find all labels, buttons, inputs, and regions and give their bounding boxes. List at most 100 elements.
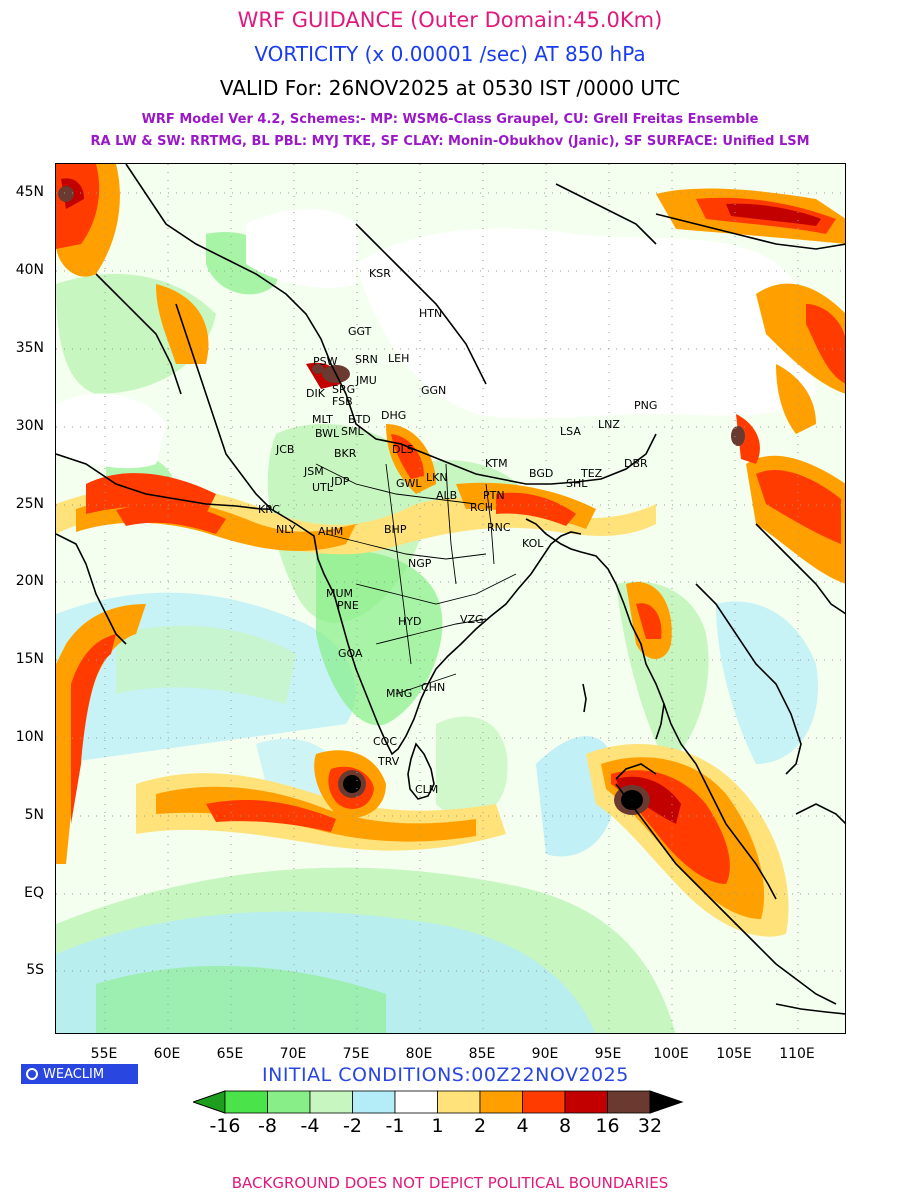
lon-label-65e: 65E — [216, 1046, 244, 1062]
positive-vorticity — [56, 164, 845, 937]
colorbar-box — [607, 1090, 651, 1114]
weaclim-logo: WEACLIM — [21, 1064, 138, 1084]
city-label: UTL — [312, 481, 334, 494]
city-label: RCH — [470, 501, 493, 514]
colorbar-tick-label: -8 — [258, 1115, 277, 1137]
city-label: HYD — [398, 615, 421, 628]
colorbar-box — [309, 1090, 353, 1114]
lat-label-30n: 30N — [15, 418, 44, 434]
colorbar-tick-label: 32 — [637, 1115, 663, 1137]
city-label: MNG — [386, 687, 412, 700]
lat-label-10n: 10N — [15, 729, 44, 745]
colorbar-box — [394, 1090, 438, 1114]
colorbar-tick-label: 16 — [595, 1115, 620, 1137]
colorbar-tick-label: 4 — [516, 1115, 529, 1137]
colorbar — [193, 1090, 684, 1114]
colorbar-tick-label: -2 — [343, 1115, 362, 1137]
city-label: SML — [341, 425, 364, 438]
model-info-line2: RA LW & SW: RRTMG, BL PBL: MYJ TKE, SF C… — [90, 134, 810, 149]
city-label: NLY — [276, 523, 296, 536]
colorbar-box — [479, 1090, 523, 1114]
lon-label-105e: 105E — [716, 1046, 752, 1062]
city-label: JDP — [330, 475, 350, 488]
vorticity-map[interactable]: KSR HTN GGT PSW SRN LEH DIK SRG JMU GGN … — [55, 163, 846, 1034]
valid-time: VALID For: 26NOV2025 at 0530 IST /0000 U… — [219, 76, 681, 100]
field-title: VORTICITY (x 0.00001 /sec) AT 850 hPa — [254, 42, 646, 66]
colorbar-tick-label: 2 — [473, 1115, 487, 1137]
city-label: SRN — [355, 353, 378, 366]
initial-conditions: INITIAL CONDITIONS:00Z22NOV2025 — [262, 1064, 629, 1086]
city-label: KTM — [485, 457, 508, 470]
city-label: HTN — [419, 307, 442, 320]
city-label: JSM — [303, 465, 324, 478]
lon-label-100e: 100E — [653, 1046, 689, 1062]
lat-label-20n: 20N — [15, 573, 44, 589]
city-label: COC — [373, 735, 397, 748]
lat-label-35n: 35N — [15, 340, 44, 356]
lon-label-70e: 70E — [279, 1046, 307, 1062]
lon-label-55e: 55E — [90, 1046, 118, 1062]
lon-label-60e: 60E — [153, 1046, 181, 1062]
city-label: DLS — [392, 443, 414, 456]
colorbar-tick-label: 8 — [558, 1115, 572, 1137]
lat-label-eq: EQ — [24, 885, 44, 901]
city-label: BKR — [334, 447, 357, 460]
lat-label-5s: 5S — [26, 962, 44, 978]
city-label: RNC — [487, 521, 511, 534]
city-label: KOL — [522, 537, 544, 550]
lon-label-110e: 110E — [779, 1046, 815, 1062]
city-label: JCB — [275, 443, 294, 456]
city-label: TRV — [377, 755, 400, 768]
city-label: GGN — [421, 384, 446, 397]
model-info-line1: WRF Model Ver 4.2, Schemes:- MP: WSM6-Cl… — [141, 112, 759, 127]
city-label: SHL — [566, 477, 588, 490]
city-label: CHN — [421, 681, 445, 694]
city-label: ALB — [436, 489, 457, 502]
city-label: GGT — [348, 325, 372, 338]
city-label: GOA — [338, 647, 363, 660]
city-label: LKN — [426, 471, 448, 484]
colorbar-box — [352, 1090, 396, 1114]
city-label: AHM — [318, 525, 343, 538]
colorbar-box — [267, 1090, 311, 1114]
city-label: CLM — [415, 783, 438, 796]
lat-label-40n: 40N — [15, 262, 44, 278]
colorbar-tick-label: -16 — [209, 1115, 241, 1137]
city-label: LSA — [560, 425, 581, 438]
city-label: DBR — [624, 457, 648, 470]
city-label: KRC — [258, 503, 280, 516]
city-label: TEZ — [580, 467, 603, 480]
city-label: PTN — [483, 489, 505, 502]
city-label: MUM — [326, 587, 353, 600]
colorbar-tick-label: 1 — [431, 1115, 444, 1137]
city-label: KSR — [369, 267, 391, 280]
city-labels: KSR HTN GGT PSW SRN LEH DIK SRG JMU GGN … — [258, 267, 657, 796]
colorbar-tick-label: -4 — [300, 1115, 320, 1137]
city-label: MLT — [312, 413, 333, 426]
colorbar-tick-label: -1 — [385, 1115, 405, 1137]
lat-label-45n: 45N — [15, 184, 44, 200]
lat-label-5n: 5N — [24, 807, 44, 823]
city-label: FSB — [332, 395, 353, 408]
lon-label-75e: 75E — [342, 1046, 370, 1062]
colorbar-box — [224, 1090, 268, 1114]
city-label: LEH — [388, 352, 409, 365]
city-label: DIK — [306, 387, 326, 400]
city-label: PNG — [634, 399, 657, 412]
city-label: GWL — [396, 477, 422, 490]
colorbar-box — [437, 1090, 481, 1114]
city-label: DHG — [381, 409, 406, 422]
city-label: JMU — [355, 374, 377, 387]
copyright-icon — [26, 1068, 38, 1080]
lon-label-80e: 80E — [405, 1046, 433, 1062]
lon-label-90e: 90E — [531, 1046, 559, 1062]
city-label: PNE — [337, 599, 359, 612]
footer-note: BACKGROUND DOES NOT DEPICT POLITICAL BOU… — [231, 1174, 669, 1192]
masked-high-terrain — [56, 209, 816, 469]
map-canvas: KSR HTN GGT PSW SRN LEH DIK SRG JMU GGN … — [56, 164, 845, 1033]
state-boundaries — [315, 463, 517, 695]
city-label: PSW — [313, 355, 338, 368]
lon-label-95e: 95E — [594, 1046, 622, 1062]
colorbar-max-triangle — [649, 1090, 684, 1114]
city-label: NGP — [408, 557, 432, 570]
